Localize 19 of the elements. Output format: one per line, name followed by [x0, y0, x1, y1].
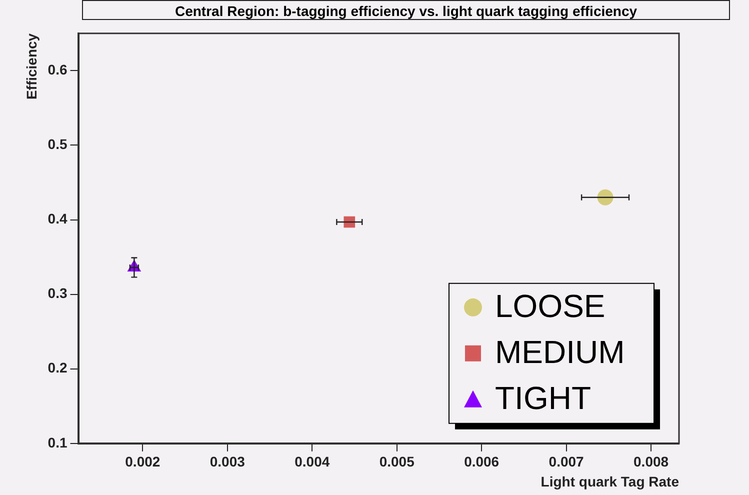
- legend-label: MEDIUM: [495, 334, 625, 370]
- y-tick-label: 0.5: [48, 136, 68, 152]
- y-tick-label: 0.1: [48, 434, 68, 450]
- x-tick-label: 0.003: [210, 454, 246, 470]
- legend-label: TIGHT: [495, 380, 591, 416]
- x-tick-label: 0.004: [294, 454, 330, 470]
- y-tick-label: 0.2: [48, 360, 68, 376]
- y-tick-label: 0.3: [48, 285, 68, 302]
- y-axis-title: Efficiency: [23, 33, 40, 100]
- y-tick-label: 0.6: [48, 62, 68, 78]
- x-tick-label: 0.005: [379, 454, 415, 470]
- x-axis-title: Light quark Tag Rate: [540, 473, 680, 490]
- x-tick-label: 0.002: [125, 454, 160, 470]
- x-tick-label: 0.007: [548, 454, 584, 470]
- x-tick-label: 0.006: [464, 454, 500, 470]
- chart-title: Central Region: b-tagging efficiency vs. light quark tagging efficiency: [82, 0, 730, 20]
- legend-label: LOOSE: [495, 288, 606, 324]
- x-tick-label: 0.008: [634, 454, 669, 470]
- y-tick-label: 0.4: [48, 210, 68, 227]
